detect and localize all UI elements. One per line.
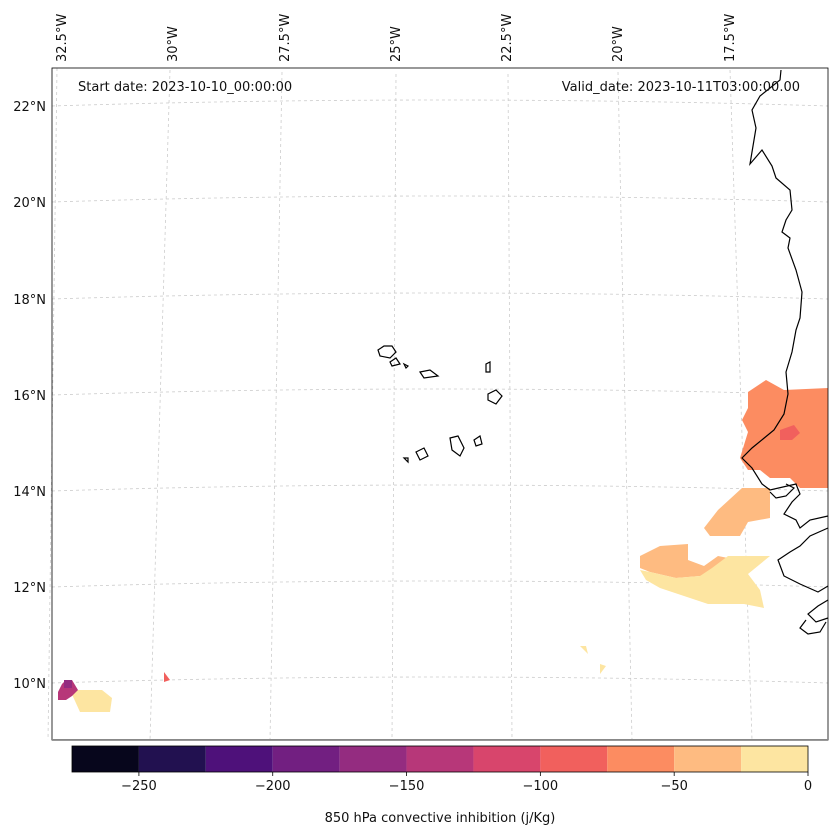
cin-region-sw-purple <box>64 680 72 688</box>
island-sao-vicente <box>389 357 401 367</box>
colorbar-swatch <box>741 746 808 772</box>
lat-label: 20°N <box>13 196 46 211</box>
bissagos-coast <box>807 599 829 623</box>
colorbar-swatch <box>205 746 273 772</box>
colorbar-label: 850 hPa convective inhibition (j/Kg) <box>325 811 556 826</box>
lat-label: 18°N <box>13 293 46 308</box>
colorbar-swatch <box>540 746 608 772</box>
colorbar-tick-label: −50 <box>660 779 687 794</box>
colorbar-swatch <box>406 746 474 772</box>
island-sao-nicolau <box>419 369 440 379</box>
colorbar-tick-label: −200 <box>255 779 291 794</box>
colorbar-swatch <box>272 746 340 772</box>
lat-label: 22°N <box>13 100 46 115</box>
colorbar-ticks: −250 −200 −150 −100 −50 0 <box>121 772 812 794</box>
map-border <box>51 67 829 741</box>
coast-inlet-2 <box>769 483 796 499</box>
cin-region-yellow <box>640 556 770 608</box>
cin-region-sw-yellow <box>70 690 112 712</box>
lat-label: 16°N <box>13 389 46 404</box>
cin-region-south-yellow-2 <box>600 664 606 674</box>
lon-label: 22.5°W <box>500 14 515 62</box>
island-sal <box>485 361 491 373</box>
lon-label: 20°W <box>611 26 626 62</box>
lon-label: 27.5°W <box>278 14 293 62</box>
african-coastline <box>741 69 829 529</box>
island-santa-luzia <box>402 362 410 370</box>
valid-date-label: Valid_date: 2023-10-11T03:00:00.00 <box>562 80 800 95</box>
colorbar: −250 −200 −150 −100 −50 0 850 hPa convective … <box>71 745 812 826</box>
island-maio <box>473 435 483 447</box>
start-date-label: Start date: 2023-10-10_00:00:00 <box>78 80 292 95</box>
colorbar-swatch <box>674 746 742 772</box>
lon-label: 32.5°W <box>55 14 70 62</box>
island-boa-vista <box>487 389 503 405</box>
coast-south-inlet <box>799 619 827 635</box>
cin-field <box>58 380 828 712</box>
cin-region-south-peach <box>704 488 770 536</box>
longitude-labels: 32.5°W 30°W 27.5°W 25°W 22.5°W 20°W 17.5… <box>55 14 738 62</box>
lon-label: 30°W <box>166 26 181 62</box>
island-brava <box>402 457 409 464</box>
lat-label: 10°N <box>13 677 46 692</box>
lon-label: 17.5°W <box>723 14 738 62</box>
graticule <box>47 67 829 741</box>
lon-label: 25°W <box>389 26 404 62</box>
colorbar-tick-label: 0 <box>804 779 812 794</box>
colorbar-tick-label: −250 <box>121 779 157 794</box>
colorbar-swatch <box>72 746 139 772</box>
colorbar-tick-label: −100 <box>523 779 559 794</box>
latitude-labels: 22°N 20°N 18°N 16°N 14°N 12°N 10°N <box>13 100 46 692</box>
cin-region-sw-dot <box>164 672 170 682</box>
cape-verde-islands <box>377 345 503 464</box>
island-santiago <box>449 435 465 457</box>
island-fogo <box>415 447 429 461</box>
colorbar-swatch <box>607 746 675 772</box>
lat-label: 14°N <box>13 485 46 500</box>
colorbar-swatch <box>473 746 541 772</box>
cin-region-sw-magenta <box>58 680 78 700</box>
colorbar-swatches <box>72 746 808 772</box>
lat-label: 12°N <box>13 581 46 596</box>
southern-coastline <box>777 527 829 593</box>
colorbar-tick-label: −150 <box>389 779 425 794</box>
coastlines <box>741 69 829 635</box>
cin-region-east-red <box>780 425 800 440</box>
cin-region-south-yellow <box>580 646 588 654</box>
colorbar-swatch <box>138 746 206 772</box>
colorbar-frame <box>71 745 809 773</box>
island-santo-antao <box>377 345 397 359</box>
colorbar-swatch <box>339 746 407 772</box>
